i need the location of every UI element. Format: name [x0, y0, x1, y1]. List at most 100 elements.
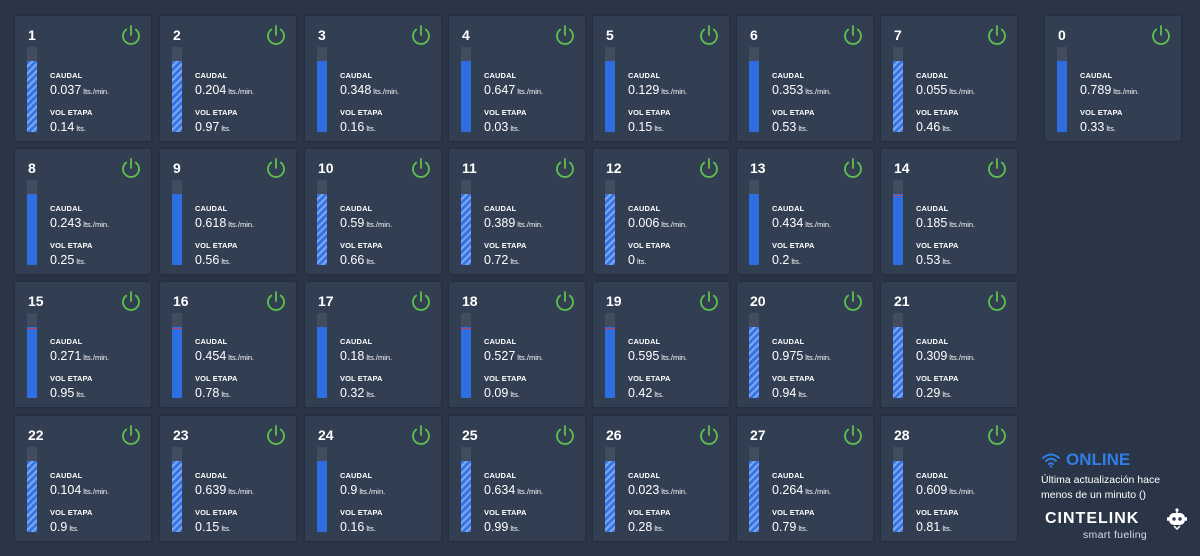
dispenser-number: 9 — [173, 160, 181, 176]
power-icon[interactable] — [120, 424, 142, 446]
power-icon[interactable] — [986, 424, 1008, 446]
power-icon[interactable] — [842, 290, 864, 312]
level-marker — [27, 328, 37, 330]
power-icon[interactable] — [554, 424, 576, 446]
dispenser-number: 0 — [1058, 27, 1066, 43]
vol-value-row: 0 lts. — [628, 253, 647, 267]
power-icon[interactable] — [698, 24, 720, 46]
dispenser-card[interactable]: 9 CAUDAL 0.618 lts./min. VOL ETAPA 0.56 lts. — [160, 149, 296, 274]
caudal-label: CAUDAL — [50, 337, 83, 346]
power-icon[interactable] — [842, 424, 864, 446]
power-icon[interactable] — [698, 290, 720, 312]
dispenser-number: 8 — [28, 160, 36, 176]
dispenser-card[interactable]: 27 CAUDAL 0.264 lts./min. VOL ETAPA 0.79 lts. — [737, 416, 873, 541]
power-icon[interactable] — [410, 24, 432, 46]
power-icon[interactable] — [120, 157, 142, 179]
dispenser-card[interactable]: 8 CAUDAL 0.243 lts./min. VOL ETAPA 0.25 lts. — [15, 149, 151, 274]
level-fill — [172, 60, 182, 132]
vol-etapa-value: 0.2 — [772, 253, 790, 267]
vol-etapa-label: VOL ETAPA — [772, 241, 815, 250]
power-icon[interactable] — [1150, 24, 1172, 46]
power-icon[interactable] — [410, 290, 432, 312]
dispenser-card[interactable]: 14 CAUDAL 0.185 lts./min. VOL ETAPA 0.53 lts. — [881, 149, 1017, 274]
dispenser-card[interactable]: 10 CAUDAL 0.59 lts./min. VOL ETAPA 0.66 lts. — [305, 149, 441, 274]
power-icon[interactable] — [554, 157, 576, 179]
dispenser-card[interactable]: 17 CAUDAL 0.18 lts./min. VOL ETAPA 0.32 lts. — [305, 282, 441, 407]
level-fill — [605, 193, 615, 265]
vol-etapa-label: VOL ETAPA — [628, 241, 671, 250]
vol-unit: lts. — [366, 390, 376, 399]
dispenser-card[interactable]: 11 CAUDAL 0.389 lts./min. VOL ETAPA 0.72 lts. — [449, 149, 585, 274]
caudal-unit: lts./min. — [661, 220, 688, 229]
dispenser-card[interactable]: 6 CAUDAL 0.353 lts./min. VOL ETAPA 0.53 lts. — [737, 16, 873, 141]
caudal-unit: lts./min. — [949, 87, 976, 96]
caudal-unit: lts./min. — [83, 87, 110, 96]
power-icon[interactable] — [120, 24, 142, 46]
dispenser-card[interactable]: 1 CAUDAL 0.037 lts./min. VOL ETAPA 0.14 lts. — [15, 16, 151, 141]
caudal-label: CAUDAL — [195, 471, 228, 480]
power-icon[interactable] — [842, 157, 864, 179]
power-icon[interactable] — [986, 157, 1008, 179]
power-icon[interactable] — [410, 157, 432, 179]
dispenser-card[interactable]: 18 CAUDAL 0.527 lts./min. VOL ETAPA 0.09 lts. — [449, 282, 585, 407]
dispenser-card[interactable]: 20 CAUDAL 0.975 lts./min. VOL ETAPA 0.94 lts. — [737, 282, 873, 407]
caudal-label: CAUDAL — [340, 71, 373, 80]
power-icon[interactable] — [698, 424, 720, 446]
dispenser-card[interactable]: 0 CAUDAL 0.789 lts./min. VOL ETAPA 0.33 lts. — [1045, 16, 1181, 141]
caudal-unit: lts./min. — [83, 353, 110, 362]
vol-etapa-value: 0.97 — [195, 120, 220, 134]
caudal-unit: lts./min. — [83, 487, 110, 496]
dispenser-number: 10 — [318, 160, 334, 176]
dispenser-card[interactable]: 28 CAUDAL 0.609 lts./min. VOL ETAPA 0.81 lts. — [881, 416, 1017, 541]
vol-etapa-value: 0.15 — [195, 520, 220, 534]
dispenser-card[interactable]: 12 CAUDAL 0.006 lts./min. VOL ETAPA 0 lts. — [593, 149, 729, 274]
dispenser-card[interactable]: 26 CAUDAL 0.023 lts./min. VOL ETAPA 0.28 lts. — [593, 416, 729, 541]
vol-etapa-label: VOL ETAPA — [50, 374, 93, 383]
caudal-unit: lts./min. — [366, 220, 393, 229]
level-fill — [461, 460, 471, 532]
dispenser-card[interactable]: 13 CAUDAL 0.434 lts./min. VOL ETAPA 0.2 lts. — [737, 149, 873, 274]
dispenser-card[interactable]: 4 CAUDAL 0.647 lts./min. VOL ETAPA 0.03 lts. — [449, 16, 585, 141]
vol-etapa-value: 0.81 — [916, 520, 941, 534]
vol-unit: lts. — [510, 257, 520, 266]
power-icon[interactable] — [554, 24, 576, 46]
caudal-value: 0.18 — [340, 349, 365, 363]
dispenser-card[interactable]: 2 CAUDAL 0.204 lts./min. VOL ETAPA 0.97 lts. — [160, 16, 296, 141]
dispenser-card[interactable]: 5 CAUDAL 0.129 lts./min. VOL ETAPA 0.15 lts. — [593, 16, 729, 141]
level-fill — [461, 60, 471, 132]
dispenser-card[interactable]: 21 CAUDAL 0.309 lts./min. VOL ETAPA 0.29 lts. — [881, 282, 1017, 407]
power-icon[interactable] — [986, 24, 1008, 46]
caudal-label: CAUDAL — [484, 337, 517, 346]
vol-etapa-label: VOL ETAPA — [340, 374, 383, 383]
caudal-value-row: 0.634 lts./min. — [484, 483, 543, 497]
dispenser-card[interactable]: 22 CAUDAL 0.104 lts./min. VOL ETAPA 0.9 lts. — [15, 416, 151, 541]
power-icon[interactable] — [265, 424, 287, 446]
dispenser-card[interactable]: 15 CAUDAL 0.271 lts./min. VOL ETAPA 0.95 lts. — [15, 282, 151, 407]
power-icon[interactable] — [265, 24, 287, 46]
power-icon[interactable] — [698, 157, 720, 179]
vol-etapa-label: VOL ETAPA — [50, 241, 93, 250]
dispenser-number: 2 — [173, 27, 181, 43]
power-icon[interactable] — [554, 290, 576, 312]
dispenser-card[interactable]: 19 CAUDAL 0.595 lts./min. VOL ETAPA 0.42 lts. — [593, 282, 729, 407]
dispenser-card[interactable]: 24 CAUDAL 0.9 lts./min. VOL ETAPA 0.16 lts. — [305, 416, 441, 541]
dispenser-number: 7 — [894, 27, 902, 43]
vol-etapa-label: VOL ETAPA — [195, 241, 238, 250]
power-icon[interactable] — [410, 424, 432, 446]
dispenser-card[interactable]: 3 CAUDAL 0.348 lts./min. VOL ETAPA 0.16 lts. — [305, 16, 441, 141]
level-fill — [893, 60, 903, 132]
caudal-unit: lts./min. — [805, 87, 832, 96]
dispenser-card[interactable]: 25 CAUDAL 0.634 lts./min. VOL ETAPA 0.99 lts. — [449, 416, 585, 541]
power-icon[interactable] — [265, 157, 287, 179]
dispenser-card[interactable]: 7 CAUDAL 0.055 lts./min. VOL ETAPA 0.46 lts. — [881, 16, 1017, 141]
power-icon[interactable] — [265, 290, 287, 312]
power-icon[interactable] — [986, 290, 1008, 312]
power-icon[interactable] — [120, 290, 142, 312]
dispenser-card[interactable]: 16 CAUDAL 0.454 lts./min. VOL ETAPA 0.78 lts. — [160, 282, 296, 407]
level-fill — [749, 460, 759, 532]
caudal-value-row: 0.243 lts./min. — [50, 216, 109, 230]
vol-unit: lts. — [510, 124, 520, 133]
dispenser-number: 6 — [750, 27, 758, 43]
dispenser-card[interactable]: 23 CAUDAL 0.639 lts./min. VOL ETAPA 0.15 lts. — [160, 416, 296, 541]
power-icon[interactable] — [842, 24, 864, 46]
